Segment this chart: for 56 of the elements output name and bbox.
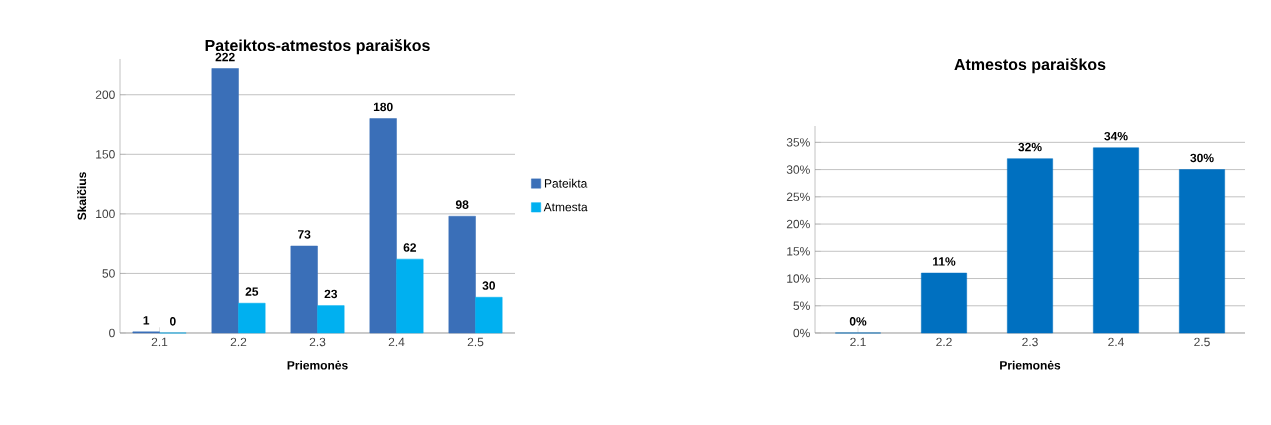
y-tick-label: 10% <box>787 274 810 283</box>
bar <box>475 296 503 334</box>
data-label: 30% <box>1190 153 1214 163</box>
x-tick-label: 2.2 <box>936 337 952 347</box>
y-tick-label: 150 <box>96 150 115 159</box>
x-tick-label: 2.4 <box>388 337 405 347</box>
bar <box>238 302 266 334</box>
data-label: 23 <box>324 289 338 299</box>
chart-title: Atmestos paraiškos <box>954 58 1106 74</box>
bar <box>290 245 318 334</box>
x-tick-label: 2.5 <box>1194 337 1210 347</box>
bar <box>1093 147 1139 334</box>
bar <box>317 305 345 334</box>
y-tick-label: 35% <box>786 138 810 147</box>
y-tick-label: 50 <box>102 269 115 278</box>
data-label: 11% <box>933 257 956 266</box>
data-label: 222 <box>215 52 235 62</box>
y-tick-label: 20% <box>786 219 810 229</box>
bar <box>396 258 424 334</box>
legend-label: Atmesta <box>543 202 588 212</box>
bar <box>448 215 476 334</box>
bar <box>369 118 397 334</box>
y-tick-label: 15% <box>787 247 810 256</box>
x-tick-label: 2.5 <box>467 337 484 347</box>
legend-label: Pateikta <box>544 178 588 188</box>
data-label: 0% <box>849 317 867 326</box>
y-tick-label: 0% <box>793 328 810 338</box>
y-tick-label: 5% <box>793 301 810 310</box>
data-label: 1 <box>143 316 150 325</box>
data-label: 34% <box>1104 131 1128 141</box>
x-tick-label: 2.3 <box>1022 337 1038 347</box>
data-label: 62 <box>403 243 417 252</box>
y-tick-label: 30% <box>786 165 810 174</box>
data-label: 32% <box>1018 142 1042 152</box>
y-axis-title: Skaičius <box>77 172 87 220</box>
data-label: 180 <box>373 102 393 112</box>
bar <box>211 68 239 334</box>
x-axis-title: Priemonės <box>1000 360 1061 370</box>
x-tick-label: 2.3 <box>309 337 326 347</box>
bar <box>1179 169 1225 334</box>
x-tick-label: 2.1 <box>850 337 866 347</box>
y-tick-label: 100 <box>96 209 115 219</box>
data-label: 25 <box>245 287 259 296</box>
bar <box>1007 158 1053 334</box>
x-axis-title: Priemonės <box>287 360 348 370</box>
y-tick-label: 25% <box>786 192 810 202</box>
x-tick-label: 2.1 <box>151 337 168 347</box>
x-tick-label: 2.4 <box>1108 337 1124 347</box>
data-label: 0 <box>169 317 176 326</box>
bar <box>921 272 967 334</box>
y-tick-label: 0 <box>109 328 115 338</box>
data-label: 73 <box>298 230 311 239</box>
y-tick-label: 200 <box>95 90 115 99</box>
x-tick-label: 2.2 <box>230 337 247 347</box>
data-label: 98 <box>455 200 469 209</box>
data-label: 30 <box>482 281 496 290</box>
